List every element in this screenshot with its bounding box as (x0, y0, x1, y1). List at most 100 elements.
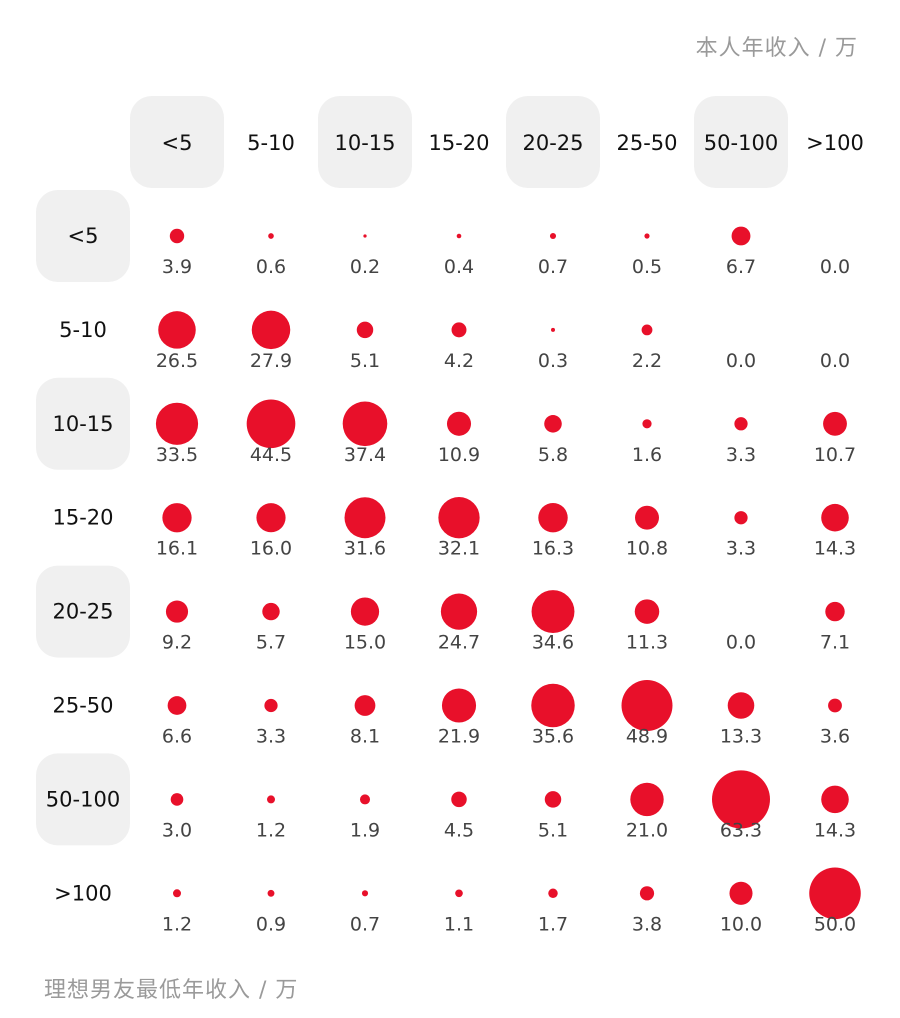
data-label: 4.5 (444, 819, 474, 841)
data-label: 3.3 (256, 726, 286, 748)
data-label: 14.3 (814, 538, 856, 560)
y-tick-label: 20-25 (52, 600, 113, 624)
data-bubble (162, 503, 192, 533)
data-bubble (344, 497, 386, 539)
row-header-highlight (36, 753, 130, 846)
data-bubble (544, 415, 562, 433)
x-tick-label: 10-15 (334, 131, 395, 155)
x-tick-label: 50-100 (704, 131, 778, 155)
data-bubble (356, 321, 374, 339)
data-label: 3.8 (632, 913, 662, 935)
data-label: 0.0 (820, 350, 850, 372)
data-label: 3.6 (820, 726, 850, 748)
x-tick-label: 15-20 (428, 131, 489, 155)
data-bubble (634, 599, 660, 624)
data-label: 27.9 (250, 350, 292, 372)
data-label: 0.2 (350, 256, 380, 278)
y-tick-label: 5-10 (59, 318, 107, 342)
data-label: 16.3 (532, 538, 574, 560)
data-label: 9.2 (162, 632, 192, 654)
data-bubble (549, 232, 557, 240)
data-bubble (165, 600, 189, 623)
data-bubble (251, 310, 291, 350)
row-header-highlight (36, 190, 130, 282)
data-label: 10.8 (626, 538, 668, 560)
data-label: 13.3 (720, 726, 762, 748)
data-label: 1.7 (538, 913, 568, 935)
data-bubble (531, 683, 575, 728)
data-label: 0.0 (820, 256, 850, 278)
data-label: 1.9 (350, 819, 380, 841)
x-tick-label: 5-10 (247, 131, 295, 155)
data-label: 35.6 (532, 726, 574, 748)
row-header-highlight (36, 377, 130, 470)
data-bubble (246, 399, 296, 449)
row-header-highlight (36, 565, 130, 658)
data-label: 3.3 (726, 538, 756, 560)
y-tick-label: 15-20 (52, 506, 113, 530)
data-bubble (267, 795, 275, 804)
x-tick-label: <5 (162, 131, 193, 155)
data-label: 3.3 (726, 444, 756, 466)
data-label: 2.2 (632, 350, 662, 372)
data-bubble (731, 226, 751, 246)
data-bubble (173, 889, 181, 898)
data-bubble (828, 698, 842, 713)
data-label: 14.3 (814, 819, 856, 841)
data-label: 10.9 (438, 444, 480, 466)
y-tick-label: <5 (68, 224, 99, 248)
data-bubble (354, 695, 376, 716)
data-label: 1.1 (444, 913, 474, 935)
data-bubble (267, 889, 275, 897)
data-label: 32.1 (438, 538, 480, 560)
data-bubble (644, 233, 650, 239)
data-label: 26.5 (156, 350, 198, 372)
data-bubble (727, 692, 755, 719)
data-label: 63.3 (720, 819, 762, 841)
data-bubble (531, 590, 575, 634)
data-bubble (451, 791, 467, 808)
data-label: 24.7 (438, 632, 480, 654)
data-label: 0.5 (632, 256, 662, 278)
data-bubble (712, 770, 770, 829)
x-tick-label: >100 (806, 131, 864, 155)
data-label: 5.1 (350, 350, 380, 372)
data-label: 1.2 (162, 913, 192, 935)
data-bubble (158, 311, 196, 349)
data-label: 6.6 (162, 726, 192, 748)
data-bubble (264, 698, 278, 713)
data-label: 50.0 (814, 913, 856, 935)
data-label: 33.5 (156, 444, 198, 466)
column-header-highlight (694, 96, 788, 188)
data-label: 0.7 (350, 913, 380, 935)
data-bubble (639, 886, 655, 901)
data-bubble (361, 890, 369, 897)
data-bubble (455, 889, 463, 898)
data-label: 0.9 (256, 913, 286, 935)
data-label: 21.9 (438, 726, 480, 748)
data-bubble (342, 401, 388, 447)
data-bubble (456, 233, 462, 239)
data-label: 0.4 (444, 256, 474, 278)
column-header-highlight (318, 96, 412, 188)
data-bubble (821, 785, 849, 814)
data-label: 3.0 (162, 819, 192, 841)
data-label: 0.0 (726, 632, 756, 654)
data-label: 5.8 (538, 444, 568, 466)
y-tick-label: 50-100 (46, 787, 120, 811)
y-tick-label: >100 (54, 881, 112, 905)
data-label: 37.4 (344, 444, 386, 466)
data-bubble (630, 782, 664, 817)
y-axis-title: 理想男友最低年收入 / 万 (44, 978, 299, 1003)
data-bubble (446, 411, 472, 436)
data-bubble (551, 327, 555, 332)
data-bubble (451, 322, 467, 338)
data-bubble (155, 402, 199, 445)
data-bubble (262, 602, 280, 621)
y-tick-label: 10-15 (52, 412, 113, 436)
x-tick-label: 25-50 (616, 131, 677, 155)
data-bubble (809, 867, 861, 920)
data-bubble (350, 597, 380, 626)
data-label: 0.7 (538, 256, 568, 278)
